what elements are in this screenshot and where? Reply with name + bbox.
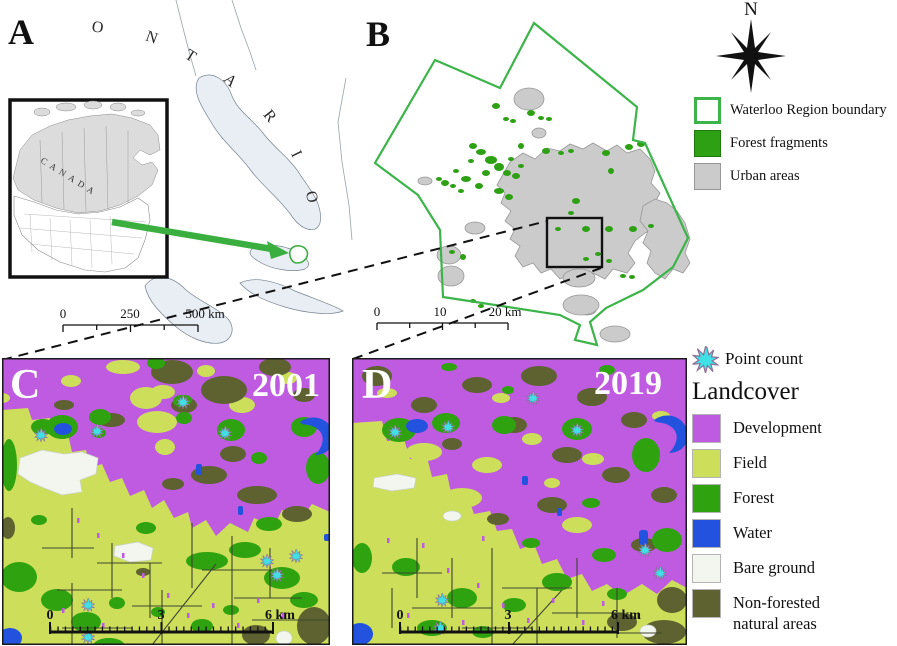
forest-layer [352,363,682,638]
north-arrow: N [712,0,790,93]
bare-ground-swatch [692,554,721,583]
point-count-row: Point count [692,344,897,374]
panel-a-label: A [8,12,34,52]
boundary-swatch [694,97,721,124]
forest-swatch [692,484,721,513]
development-label: Development [733,418,822,437]
field-patches-layer [2,360,297,455]
svg-text:250: 250 [120,306,140,321]
north-label: N [744,0,758,20]
panel-c-scalebar: 0 3 6 km [47,608,295,634]
legend-item-water: Water [692,519,897,548]
lakes-layer [144,74,344,344]
forest-label: Forest [733,488,775,507]
natural-areas-layer [2,358,330,645]
panel-d-year: 2019 [594,365,662,402]
svg-text:0: 0 [47,608,54,623]
panel-b-label: B [366,14,390,54]
svg-text:20 km: 20 km [489,304,522,319]
legend-item-development: Development [692,414,897,443]
natural-areas-label-line2: natural areas [733,613,817,633]
urban-label: Urban areas [730,167,800,184]
svg-text:N: N [143,28,160,48]
legend-item-bare-ground: Bare ground [692,554,897,583]
panel-d-scalebar: 0 3 6 km [397,608,641,634]
waterloo-outline [289,245,309,264]
svg-text:3: 3 [158,608,165,623]
landcover-title: Landcover [692,378,799,405]
urban-areas-layer [417,87,691,343]
svg-text:3: 3 [505,608,512,623]
natural-areas-layer [362,366,687,644]
province-border-lines [175,0,353,241]
panel-b-scalebar: 0 10 20 km [374,304,522,330]
water-swatch [692,519,721,548]
svg-text:10: 10 [434,304,447,319]
province-lines [39,125,129,213]
region-legend: Waterloo Region boundary Forest fragment… [694,97,897,196]
natural-areas-label: Non-forested natural areas [733,589,820,634]
water-label: Water [733,523,772,542]
svg-text:O: O [91,18,105,36]
bare-ground-label: Bare ground [733,558,816,577]
natural-areas-label-line1: Non-forested [733,593,821,612]
svg-text:0: 0 [60,306,67,321]
svg-text:6 km: 6 km [611,608,641,623]
svg-text:500 km: 500 km [185,306,224,321]
natural-areas-swatch [692,589,721,618]
panel-c-landcover-2001: 0 3 6 km C 2001 [2,358,330,645]
forest-fragments-swatch [694,130,721,157]
svg-text:O: O [302,189,321,204]
panel-c-year: 2001 [252,367,320,404]
svg-text:T: T [182,46,199,66]
point-count-star-icon [692,345,719,373]
legend-item-field: Field [692,449,897,478]
water-layer [352,415,687,645]
water-layer [2,417,330,645]
panel-a-ontario-map: O N T A R I O [8,0,353,344]
legend-item-natural-areas: Non-forested natural areas [692,589,897,634]
panel-c-label: C [10,362,40,408]
point-count-label: Point count [725,349,803,368]
legend-item-urban: Urban areas [694,163,897,190]
inset-north-america: CANADA [8,98,169,279]
development-specks-layer [62,518,285,628]
panel-d-label: D [362,362,392,408]
svg-text:R: R [260,107,280,126]
svg-text:I: I [287,148,305,160]
development-swatch [692,414,721,443]
panel-d-landcover-2019: 0 3 6 km D 2019 [352,358,687,645]
bare-ground-layer [372,473,657,638]
development-specks-layer [387,536,640,625]
field-swatch [692,449,721,478]
panel-b-waterloo-map: 0 10 20 km B [366,14,691,347]
compass-star-icon [716,19,786,93]
svg-text:0: 0 [374,304,381,319]
forest-fragments-label: Forest fragments [730,134,828,151]
boundary-label: Waterloo Region boundary [730,101,887,118]
svg-text:6 km: 6 km [265,608,295,623]
urban-swatch [694,163,721,190]
legend-item-forest-fragments: Forest fragments [694,130,897,157]
legend-item-boundary: Waterloo Region boundary [694,97,897,124]
legend-item-forest: Forest [692,484,897,513]
landcover-legend: Point count Landcover Development Field … [692,344,897,640]
field-label: Field [733,453,767,472]
svg-text:0: 0 [397,608,404,623]
